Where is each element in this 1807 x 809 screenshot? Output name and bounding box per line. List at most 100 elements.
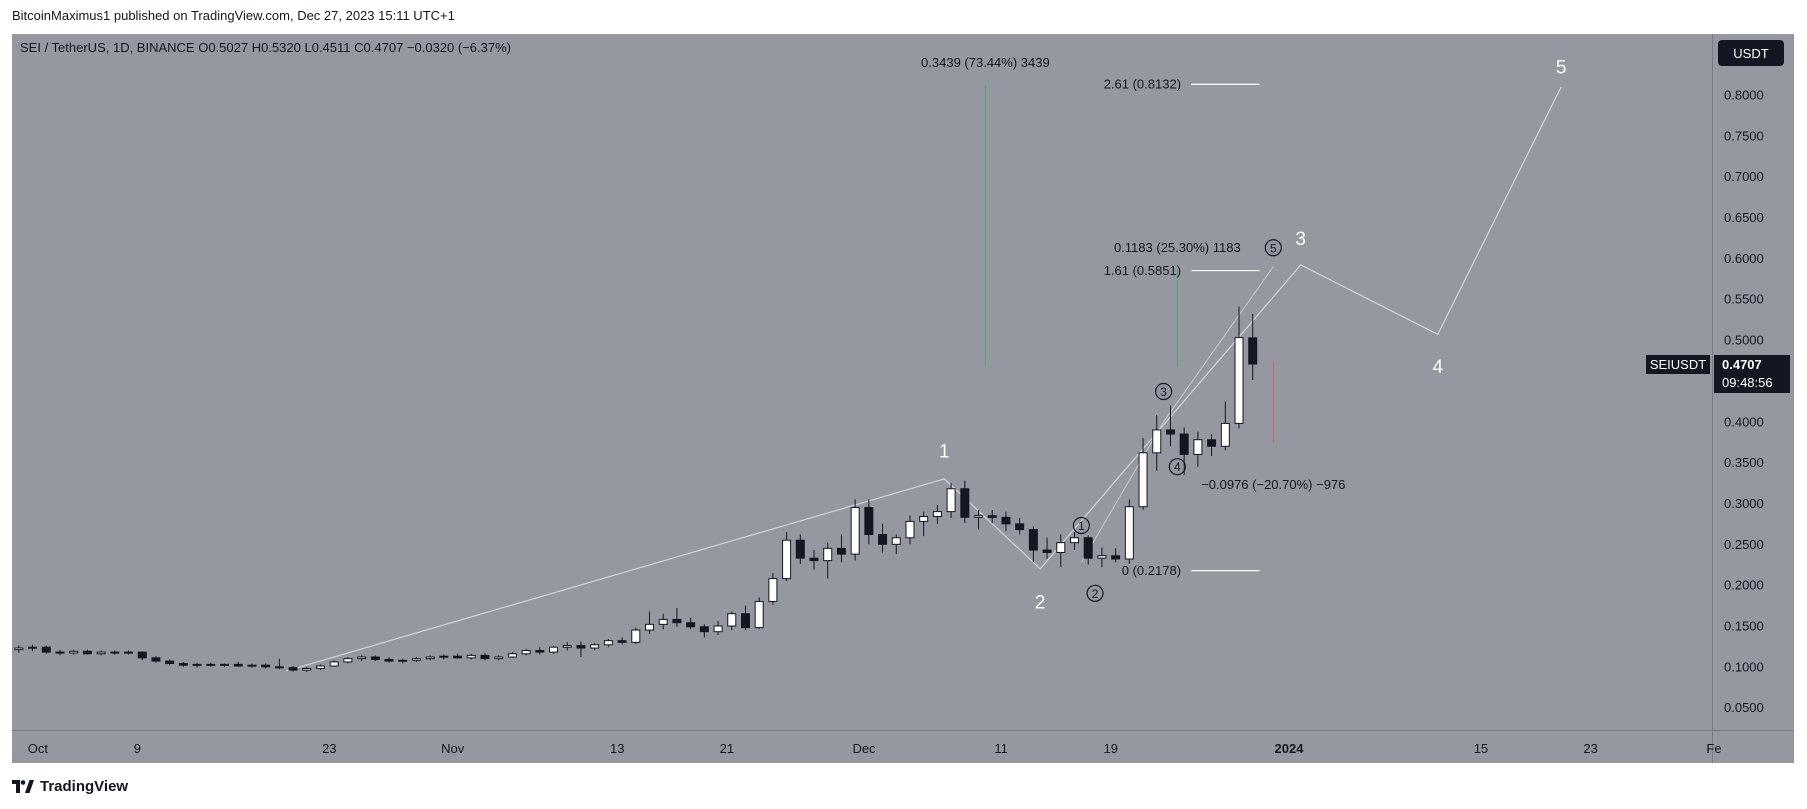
wave-label-2: 2	[1035, 592, 1046, 613]
time-axis-area	[12, 730, 1794, 763]
candle-body	[206, 663, 216, 666]
candle-body	[946, 488, 956, 513]
close-value: 0.4707	[364, 40, 407, 55]
symbol-badge-label: SEIUSDT	[1650, 357, 1706, 372]
time-tick-label: Oct	[28, 741, 49, 756]
high-value: 0.5320	[261, 40, 304, 55]
elliott-subwave-line	[1080, 266, 1274, 563]
candle-body	[1248, 337, 1258, 365]
price-tick-label: 0.6000	[1724, 251, 1764, 266]
fib-level-label: 1.61 (0.5851)	[1104, 263, 1181, 278]
candle-body	[960, 488, 970, 518]
candle-body	[686, 622, 696, 628]
candle-body	[110, 651, 120, 654]
candle-body	[1042, 549, 1052, 553]
candle-body	[41, 646, 51, 653]
price-chart[interactable]: SEI / TetherUS, 1D, BINANCE O0.5027 H0.5…	[12, 34, 1794, 763]
candle-body	[192, 663, 202, 666]
price-tick-label: 0.8000	[1724, 88, 1764, 103]
subwave-circle	[1072, 516, 1090, 535]
subwave-circle	[1155, 382, 1173, 401]
open-value: 0.5027	[208, 40, 251, 55]
candle-body	[1193, 439, 1203, 455]
candle-body	[823, 547, 833, 562]
candle-body	[1152, 429, 1162, 454]
subwave-label-5: 5	[1270, 241, 1277, 255]
price-tick-label: 0.7500	[1724, 128, 1764, 143]
candle-body	[14, 647, 24, 651]
candle-body	[96, 651, 106, 655]
time-tick-label: 11	[994, 741, 1008, 756]
open-label: O	[198, 40, 208, 55]
candle-body	[521, 649, 531, 655]
time-tick-label: 13	[610, 741, 624, 756]
close-label: C	[354, 40, 363, 55]
candle-body	[466, 654, 476, 659]
price-tick-label: 0.2000	[1724, 578, 1764, 593]
candle-body	[603, 640, 613, 646]
ohlc-legend: SEI / TetherUS, 1D, BINANCE O0.5027 H0.5…	[20, 40, 511, 55]
candle-body	[740, 613, 750, 629]
fib-level-label: 0 (0.2178)	[1122, 563, 1181, 578]
subwave-circle	[1086, 584, 1104, 602]
candle-body	[1234, 337, 1244, 424]
price-tick-label: 0.1500	[1724, 618, 1764, 633]
candle-body	[590, 644, 600, 649]
candle-body	[699, 626, 709, 633]
candle-body	[384, 658, 394, 662]
candle-body	[357, 656, 367, 660]
candle-body	[315, 665, 325, 669]
currency-button[interactable]	[1718, 40, 1784, 66]
tradingview-logo-icon	[12, 779, 34, 793]
subwave-circle	[1264, 239, 1282, 257]
time-tick-label: 15	[1474, 741, 1488, 756]
candle-body	[151, 657, 161, 662]
time-tick-label: 23	[1583, 741, 1597, 756]
plot-area	[12, 34, 1712, 730]
candle-body	[1165, 429, 1175, 435]
time-tick-label: 23	[322, 741, 336, 756]
candle-body	[878, 533, 888, 545]
candle-body	[809, 557, 819, 562]
candle-body	[905, 520, 915, 539]
candle-body	[247, 664, 257, 667]
time-tick-label: 9	[134, 741, 141, 756]
candle-body	[617, 640, 627, 643]
candle-body	[1070, 537, 1079, 544]
wave-label-4: 4	[1433, 357, 1444, 378]
candle-body	[535, 649, 545, 653]
low-label: L	[304, 40, 311, 55]
candle-body	[137, 651, 147, 659]
subwave-label-1: 1	[1078, 519, 1085, 533]
candle-body	[124, 651, 134, 654]
price-tick-label: 0.3500	[1724, 455, 1764, 470]
fib-level-label: 2.61 (0.8132)	[1104, 77, 1181, 92]
time-tick-label: Dec	[852, 741, 876, 756]
candle-body	[425, 656, 435, 660]
time-tick-label: 2024	[1275, 741, 1305, 756]
time-tick-label: 21	[720, 741, 734, 756]
candle-body	[288, 667, 298, 671]
candle-body	[754, 600, 764, 629]
wave-label-5: 5	[1556, 57, 1567, 78]
candle-body	[658, 618, 668, 625]
candle-body	[1111, 555, 1121, 560]
candle-body	[1097, 555, 1107, 559]
candle-body	[974, 515, 984, 518]
wave-label-3: 3	[1295, 229, 1306, 250]
candle-body	[329, 661, 339, 667]
candle-body	[768, 578, 778, 602]
candle-body	[727, 613, 737, 627]
candle-body	[713, 625, 723, 633]
candle-body	[494, 656, 504, 660]
chart-container[interactable]: SEI / TetherUS, 1D, BINANCE O0.5027 H0.5…	[12, 34, 1794, 763]
candle-body	[850, 507, 860, 555]
wave-label-1: 1	[939, 441, 950, 462]
symbol-badge	[1646, 355, 1710, 375]
candle-body	[69, 650, 79, 654]
candle-body	[480, 654, 490, 660]
price-tick-label: 0.5500	[1724, 292, 1764, 307]
price-tick-label: 0.6500	[1724, 210, 1764, 225]
subwave-label-2: 2	[1092, 587, 1099, 601]
candle-body	[398, 659, 408, 662]
